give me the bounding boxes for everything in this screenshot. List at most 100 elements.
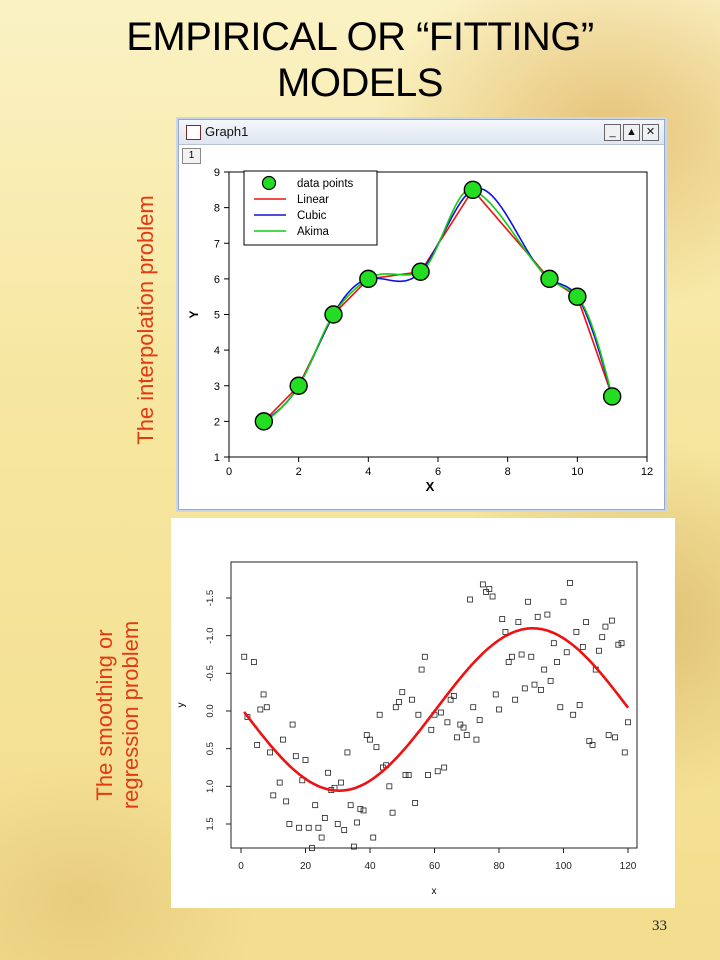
data-point — [260, 691, 267, 698]
data-point — [302, 757, 309, 763]
data-point — [570, 711, 577, 718]
data-point — [289, 721, 296, 728]
data-point — [402, 772, 409, 778]
data-point — [286, 821, 293, 827]
regression-panel — [171, 518, 675, 908]
data-point — [434, 768, 441, 775]
x-tick-label: 8 — [505, 466, 511, 478]
data-point — [505, 659, 512, 665]
data-point — [457, 721, 464, 728]
y-tick-label: 0.5 — [205, 742, 216, 755]
data-point — [405, 772, 412, 778]
y-tick-label: 1 — [214, 452, 220, 464]
y-tick-label: 0.0 — [205, 704, 216, 717]
data-point — [515, 619, 522, 626]
y-tick-label: 3 — [214, 381, 220, 393]
y-tick-label: 4 — [214, 345, 220, 357]
data-point — [544, 611, 551, 618]
plot-frame — [230, 561, 638, 849]
fit-curve — [243, 627, 630, 792]
data-point — [547, 677, 554, 684]
legend-label-points: data points — [297, 178, 354, 190]
data-point — [460, 724, 467, 731]
x-axis-label: x — [432, 886, 437, 897]
data-point — [367, 736, 373, 743]
y-axis-label: Y — [187, 310, 201, 318]
data-point — [418, 666, 425, 673]
data-point — [338, 779, 344, 786]
restore-button[interactable]: ▲ — [623, 124, 640, 141]
legend-label-cubic: Cubic — [297, 210, 327, 222]
y-tick-label: 9 — [214, 167, 220, 179]
y-tick-label: 1.5 — [205, 817, 216, 830]
data-point — [254, 412, 274, 431]
data-point — [324, 305, 343, 324]
data-point — [576, 702, 583, 708]
data-point — [392, 704, 399, 711]
data-point — [612, 734, 618, 741]
data-point — [579, 644, 586, 650]
data-point — [370, 834, 377, 841]
x-tick-label: 80 — [493, 861, 505, 872]
data-point — [344, 749, 351, 756]
data-point — [350, 843, 357, 850]
data-point — [359, 269, 378, 289]
y-tick-label: 5 — [214, 310, 220, 322]
data-point — [334, 821, 341, 827]
window-titlebar[interactable]: Graph1 _ ▲ ✕ — [179, 120, 664, 145]
y-tick-label: -0.5 — [205, 665, 216, 681]
data-point — [518, 651, 525, 658]
data-point — [270, 792, 277, 799]
data-point — [563, 649, 570, 656]
data-point — [450, 693, 457, 699]
layer-tab[interactable]: 1 — [182, 148, 201, 164]
data-point — [354, 819, 361, 826]
slide-title-line2: MODELS — [277, 61, 443, 105]
data-point — [589, 742, 596, 748]
data-point — [409, 696, 415, 703]
data-point — [483, 589, 490, 595]
data-point — [528, 653, 535, 660]
x-axis-label: X — [426, 479, 435, 494]
y-tick-label: 6 — [214, 274, 220, 286]
data-point — [386, 783, 393, 790]
close-button[interactable]: ✕ — [642, 124, 659, 141]
data-point — [525, 598, 531, 605]
data-point — [470, 704, 477, 711]
data-point — [541, 666, 548, 673]
data-point — [554, 659, 560, 665]
data-point — [283, 798, 290, 805]
data-point — [396, 699, 402, 705]
data-point — [557, 704, 564, 711]
x-tick-label: 2 — [296, 466, 302, 478]
data-point — [412, 800, 419, 806]
legend-label-akima: Akima — [297, 226, 330, 238]
data-point — [467, 596, 473, 603]
data-point — [608, 617, 615, 624]
data-point — [550, 640, 557, 647]
legend-marker-points — [261, 175, 277, 191]
data-point — [360, 807, 367, 814]
minimize-button[interactable]: _ — [604, 124, 621, 141]
data-point — [280, 736, 286, 743]
data-point — [596, 647, 602, 654]
x-tick-label: 40 — [364, 861, 376, 872]
data-point — [447, 696, 454, 703]
data-point — [257, 706, 264, 713]
data-point — [444, 719, 451, 726]
data-point — [415, 711, 422, 718]
y-tick-label: -1.5 — [205, 590, 216, 606]
data-point — [241, 653, 248, 660]
x-tick-label: 12 — [641, 466, 653, 478]
data-point — [486, 586, 493, 592]
data-point — [502, 629, 509, 635]
data-point — [305, 824, 312, 831]
data-point — [347, 802, 354, 809]
y-tick-label: -1.0 — [205, 627, 216, 643]
graph-window-icon — [186, 125, 201, 140]
data-point — [312, 802, 319, 809]
data-point — [399, 689, 406, 696]
x-tick-label: 20 — [300, 861, 312, 872]
